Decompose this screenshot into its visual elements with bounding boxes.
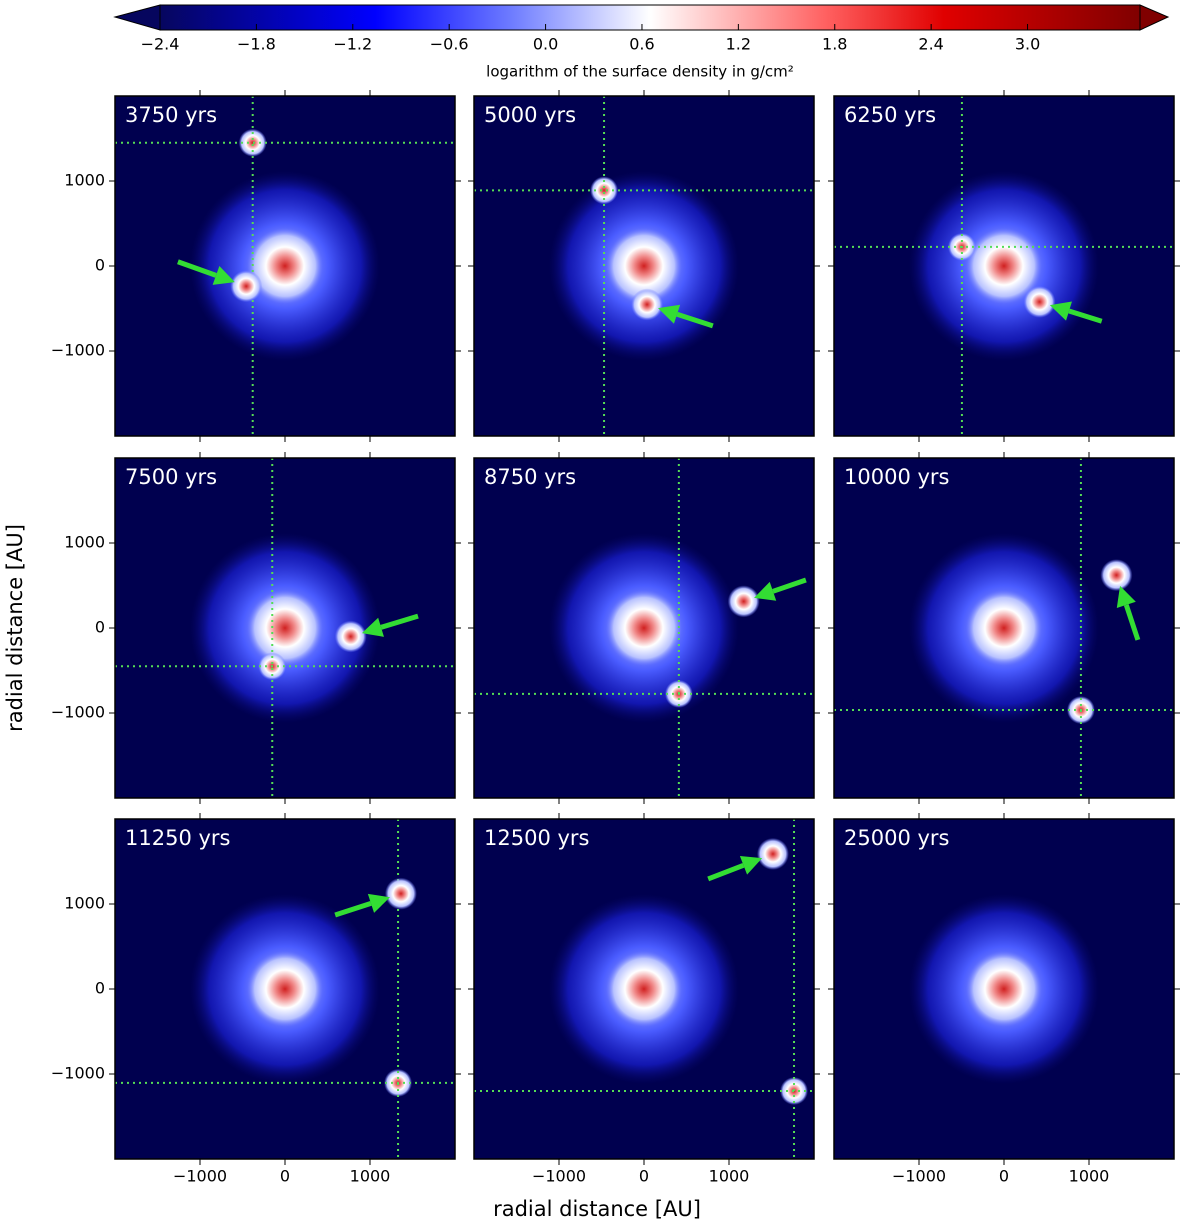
central-disk bbox=[247, 228, 323, 304]
colorbar-tick-label: 0.6 bbox=[629, 35, 654, 54]
central-disk bbox=[606, 951, 682, 1027]
central-disk bbox=[606, 590, 682, 666]
panel-title: 5000 yrs bbox=[484, 103, 576, 127]
fragment bbox=[1023, 285, 1056, 318]
colorbar-label: logarithm of the surface density in g/cm… bbox=[486, 63, 794, 81]
colorbar-tick-label: 2.4 bbox=[918, 35, 943, 54]
colorbar-tick-label: −0.6 bbox=[430, 35, 469, 54]
panel-title: 10000 yrs bbox=[844, 465, 949, 489]
central-disk bbox=[247, 590, 323, 666]
arrow-head bbox=[754, 581, 777, 601]
y-tick-label: 1000 bbox=[64, 171, 105, 190]
colorbar-extend-high bbox=[1139, 4, 1170, 31]
panel-title: 12500 yrs bbox=[484, 826, 589, 850]
x-tick-label: −1000 bbox=[173, 1167, 227, 1186]
panel-title: 8750 yrs bbox=[484, 465, 576, 489]
y-tick-label: 1000 bbox=[64, 894, 105, 913]
y-tick-label: −1000 bbox=[51, 1064, 105, 1083]
colorbar-tick-label: −2.4 bbox=[141, 35, 180, 54]
x-axis-label: radial distance [AU] bbox=[493, 1197, 701, 1221]
panel-title: 7500 yrs bbox=[125, 465, 217, 489]
arrow-shaft bbox=[1123, 604, 1141, 641]
fragment bbox=[631, 288, 664, 321]
arrow-head bbox=[739, 855, 763, 875]
colorbar-tick-label: 3.0 bbox=[1015, 35, 1040, 54]
central-disk bbox=[606, 228, 682, 304]
arrow-shaft bbox=[1068, 308, 1103, 324]
x-tick-label: 0 bbox=[280, 1167, 290, 1186]
y-tick-label: −1000 bbox=[51, 703, 105, 722]
colorbar bbox=[159, 4, 1141, 31]
colorbar-tick-label: −1.2 bbox=[333, 35, 372, 54]
arrow-head bbox=[658, 304, 681, 324]
arrow-head bbox=[367, 893, 390, 913]
x-tick-label: 0 bbox=[639, 1167, 649, 1186]
central-disk bbox=[247, 951, 323, 1027]
fragment bbox=[756, 837, 789, 870]
arrow-shaft bbox=[177, 259, 217, 278]
arrow-head bbox=[361, 617, 384, 637]
arrow-shaft bbox=[380, 613, 419, 630]
y-tick-label: 0 bbox=[95, 979, 105, 998]
x-tick-label: −1000 bbox=[532, 1167, 586, 1186]
y-tick-label: 0 bbox=[95, 256, 105, 275]
y-tick-label: 0 bbox=[95, 618, 105, 637]
y-axis-label: radial distance [AU] bbox=[3, 524, 27, 732]
panel-title: 25000 yrs bbox=[844, 826, 949, 850]
x-tick-label: 0 bbox=[999, 1167, 1009, 1186]
arrow-head bbox=[1116, 585, 1136, 609]
arrow-shaft bbox=[334, 901, 372, 918]
x-tick-label: 1000 bbox=[350, 1167, 391, 1186]
y-tick-label: 1000 bbox=[64, 533, 105, 552]
fragment bbox=[384, 877, 417, 910]
colorbar-tick-label: 1.8 bbox=[822, 35, 847, 54]
fragment bbox=[727, 585, 760, 618]
colorbar-tick-label: 0.0 bbox=[533, 35, 558, 54]
panel-title: 11250 yrs bbox=[125, 826, 230, 850]
x-tick-label: −1000 bbox=[892, 1167, 946, 1186]
fragment bbox=[334, 620, 367, 653]
colorbar-tick-label: 1.2 bbox=[726, 35, 751, 54]
arrow-head bbox=[1049, 301, 1072, 321]
y-tick-label: −1000 bbox=[51, 341, 105, 360]
fragment bbox=[230, 270, 263, 303]
arrow-shaft bbox=[707, 862, 745, 882]
arrow-shaft bbox=[676, 311, 714, 329]
x-tick-label: 1000 bbox=[709, 1167, 750, 1186]
arrow-head bbox=[212, 265, 235, 285]
panel-title: 3750 yrs bbox=[125, 103, 217, 127]
panel-title: 6250 yrs bbox=[844, 103, 936, 127]
colorbar-tick-label: −1.8 bbox=[237, 35, 276, 54]
central-disk bbox=[966, 951, 1042, 1027]
x-tick-label: 1000 bbox=[1069, 1167, 1110, 1186]
colorbar-extend-low bbox=[113, 4, 161, 31]
arrow-shaft bbox=[772, 577, 807, 594]
fragment bbox=[590, 176, 619, 205]
fragment bbox=[1100, 559, 1133, 592]
central-disk bbox=[966, 590, 1042, 666]
fragment bbox=[238, 128, 267, 157]
